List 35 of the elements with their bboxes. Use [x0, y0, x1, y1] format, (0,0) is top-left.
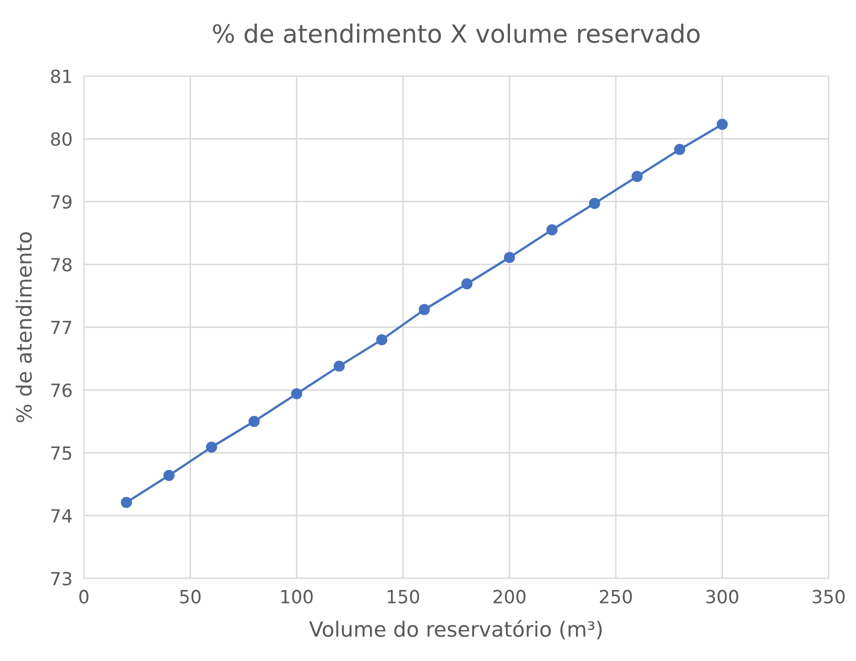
x-tick-label: 350 [812, 590, 845, 604]
y-tick-label: 77 [51, 320, 72, 334]
point [546, 224, 558, 236]
x-tick-label: 100 [281, 590, 313, 604]
x-tick-label: 150 [388, 590, 420, 604]
x-tick-label: 250 [600, 590, 632, 604]
y-tick-label: 79 [51, 195, 72, 209]
y-tick-label: 75 [51, 446, 72, 460]
point [504, 252, 515, 264]
x-tick-label: 0 [79, 590, 88, 604]
y-tick-label: 76 [51, 383, 72, 398]
point [248, 416, 260, 427]
point [120, 496, 132, 508]
point [291, 388, 302, 400]
x-tick-label: 50 [180, 590, 201, 604]
point [163, 470, 175, 481]
y-tick-label: 80 [51, 132, 72, 146]
x-tick-label: 300 [706, 590, 738, 604]
y-tick-label: 81 [51, 69, 72, 84]
point [334, 360, 345, 372]
point [461, 278, 472, 290]
point [588, 198, 600, 210]
y-tick-label: 78 [51, 258, 72, 272]
y-axis-title: % de atendimento [16, 232, 32, 422]
point [376, 334, 388, 346]
point [716, 118, 728, 130]
x-axis-title: Volume do reservatório (m³) [309, 620, 602, 640]
point [674, 144, 686, 156]
point [632, 170, 643, 182]
x-tick-label: 200 [494, 590, 526, 604]
chart-title: % de atendimento X volume reservado [212, 24, 700, 44]
point [206, 442, 218, 453]
y-tick-label: 74 [51, 509, 72, 522]
y-tick-label: 73 [51, 572, 72, 586]
point [418, 304, 430, 316]
